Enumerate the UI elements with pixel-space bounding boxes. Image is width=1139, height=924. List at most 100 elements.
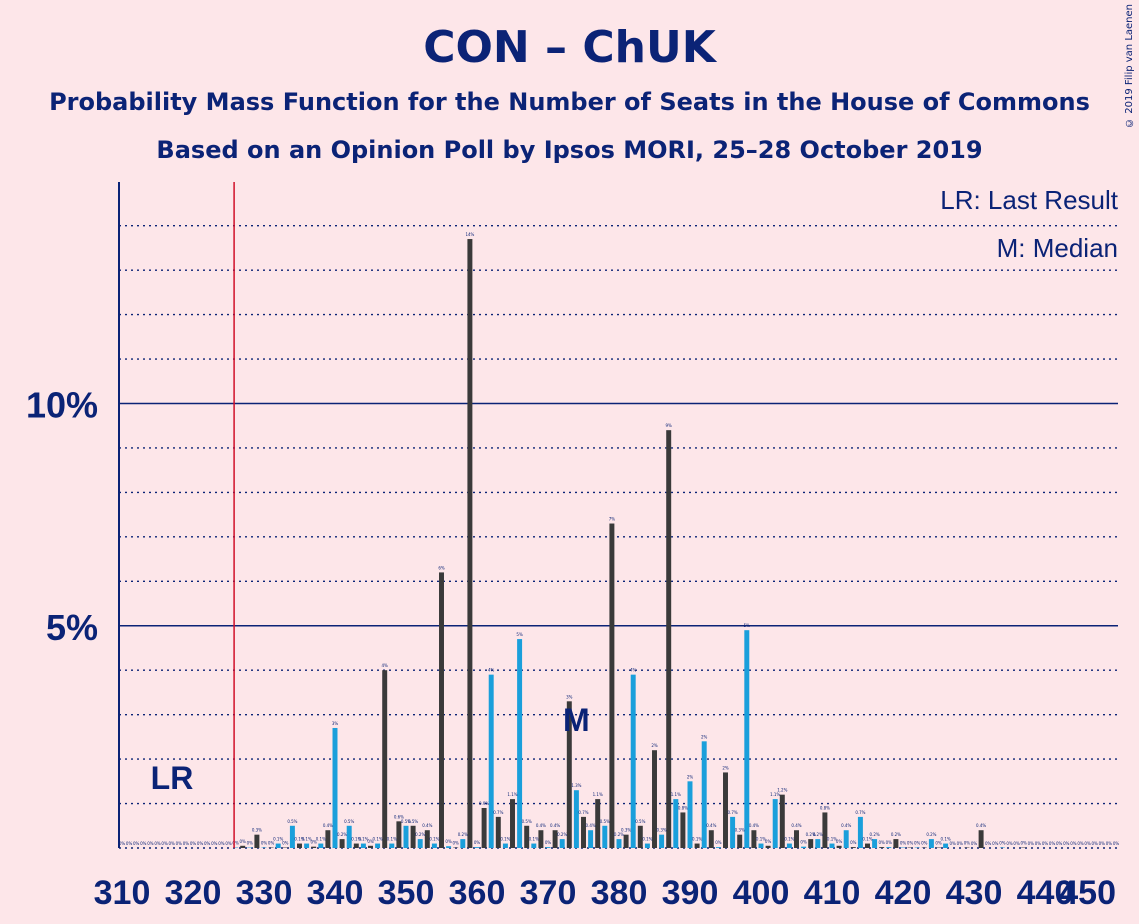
gridlines: [119, 224, 1118, 849]
bar-value-label: 0%: [957, 841, 964, 846]
bar-value-label: 0%: [715, 840, 722, 845]
bar-value-label: 0%: [161, 841, 168, 846]
bar-value-label: 0%: [204, 841, 211, 846]
bar-value-label: 0.2%: [458, 832, 468, 837]
x-tick-label: 450: [1059, 874, 1116, 912]
bar-value-label: 0%: [119, 841, 126, 846]
bar-value-label: 0.2%: [415, 832, 425, 837]
bar-value-label: 0.1%: [692, 837, 702, 842]
bar-seat-391: [694, 843, 700, 848]
bar-value-label: 0.3%: [657, 828, 667, 833]
bar-value-label: 0%: [964, 841, 971, 846]
bar-value-label: 0%: [176, 841, 183, 846]
x-tick-label: 410: [804, 874, 861, 912]
bar-value-label: 1.1%: [671, 792, 681, 797]
bar-seat-370: [545, 847, 551, 848]
bar-value-label: 0%: [950, 841, 957, 846]
bar-seat-335: [297, 843, 302, 848]
bar-seat-414: [857, 816, 863, 848]
bar-value-label: 0%: [126, 841, 133, 846]
bar-seat-418: [886, 847, 892, 848]
bar-value-label: 0%: [140, 841, 147, 846]
bar-seat-380: [616, 839, 622, 848]
x-tick-label: 400: [733, 874, 790, 912]
x-tick-label: 370: [520, 874, 577, 912]
bar-value-label: 0%: [1063, 841, 1070, 846]
bar-seat-366: [517, 639, 523, 848]
bar-seat-329: [254, 834, 260, 848]
bar-value-label: 0%: [154, 841, 161, 846]
bar-value-label: 0%: [197, 841, 204, 846]
bar-value-label: 0.7%: [493, 810, 503, 815]
bar-value-label: 0.5%: [408, 819, 418, 824]
bar-seat-360: [474, 847, 480, 848]
bar-value-label: 0%: [1070, 841, 1077, 846]
bar-value-label: 0%: [886, 840, 893, 845]
chart-subtitle: Probability Mass Function for the Number…: [49, 88, 1090, 116]
x-tick-label: 420: [875, 874, 932, 912]
bar-value-label: 0.7%: [728, 810, 738, 815]
bar-value-label: 0%: [232, 841, 239, 846]
x-tick-label: 330: [236, 874, 293, 912]
bar-value-label: 0%: [800, 840, 807, 845]
bar-value-label: 0.3%: [621, 828, 631, 833]
bar-seat-359: [467, 239, 473, 848]
bar-value-label: 0.1%: [358, 837, 368, 842]
bar-value-label: 0.1%: [373, 837, 383, 842]
bar-value-label: 0.1%: [351, 837, 361, 842]
bar-seat-413: [850, 847, 856, 848]
bar-seat-388: [673, 799, 679, 848]
bar-value-label: 3%: [566, 694, 573, 699]
bar-seat-416: [872, 839, 878, 848]
x-tick-label: 340: [307, 874, 364, 912]
bar-seat-334: [289, 825, 295, 848]
bar-seat-396: [730, 816, 736, 848]
bar-seat-350: [403, 825, 409, 848]
x-tick-label: 360: [449, 874, 506, 912]
bar-value-label: 0%: [261, 841, 268, 846]
last-result-marker: LR: [151, 760, 194, 796]
bar-value-label: 1.3%: [571, 783, 581, 788]
bar-value-label: 0%: [545, 840, 552, 845]
bar-value-label: 0%: [999, 841, 1006, 846]
bar-value-label: 0.1%: [941, 837, 951, 842]
bar-seat-368: [531, 843, 537, 848]
bar-value-label: 0.4%: [550, 823, 560, 828]
bar-seat-415: [865, 843, 870, 848]
bar-value-label: 0%: [474, 840, 481, 845]
bar-value-label: 0%: [453, 841, 460, 846]
bar-value-label: 0.4%: [976, 823, 986, 828]
bar-seat-349: [396, 821, 402, 848]
bar-seat-362: [488, 674, 494, 848]
bar-value-label: 0%: [879, 840, 886, 845]
bar-value-label: 0%: [247, 841, 254, 846]
bar-value-label: 0.1%: [862, 837, 872, 842]
bar-seat-341: [339, 839, 345, 848]
bar-value-label: 0%: [268, 841, 275, 846]
bar-seat-371: [552, 830, 558, 848]
bar-seat-332: [275, 843, 281, 848]
bar-seat-392: [701, 741, 707, 848]
bar-value-label: 0%: [282, 841, 289, 846]
bar-seat-393: [708, 830, 714, 848]
bar-value-label: 0%: [1042, 841, 1049, 846]
bar-value-label: 0.2%: [813, 832, 823, 837]
bar-value-label: 1.1%: [770, 792, 780, 797]
bar-seat-419: [893, 839, 899, 848]
bar-value-label: 5%: [516, 632, 523, 637]
chart-subtitle-poll: Based on an Opinion Poll by Ipsos MORI, …: [156, 136, 983, 164]
bar-value-label: 0%: [169, 841, 176, 846]
bar-value-label: 0%: [921, 841, 928, 846]
x-tick-label: 320: [165, 874, 222, 912]
bar-value-label: 0.9%: [479, 801, 489, 806]
bar-value-label: 4%: [382, 663, 389, 668]
bar-value-label: 0.2%: [926, 832, 936, 837]
bar-seat-390: [687, 781, 693, 848]
bar-seat-369: [538, 830, 544, 848]
x-tick-label: 390: [662, 874, 719, 912]
bar-value-label: 3%: [332, 721, 339, 726]
bar-value-label: 0%: [1113, 841, 1120, 846]
bar-value-label: 0%: [183, 841, 190, 846]
bar-value-label: 0.1%: [642, 837, 652, 842]
bar-value-label: 0%: [1013, 841, 1020, 846]
